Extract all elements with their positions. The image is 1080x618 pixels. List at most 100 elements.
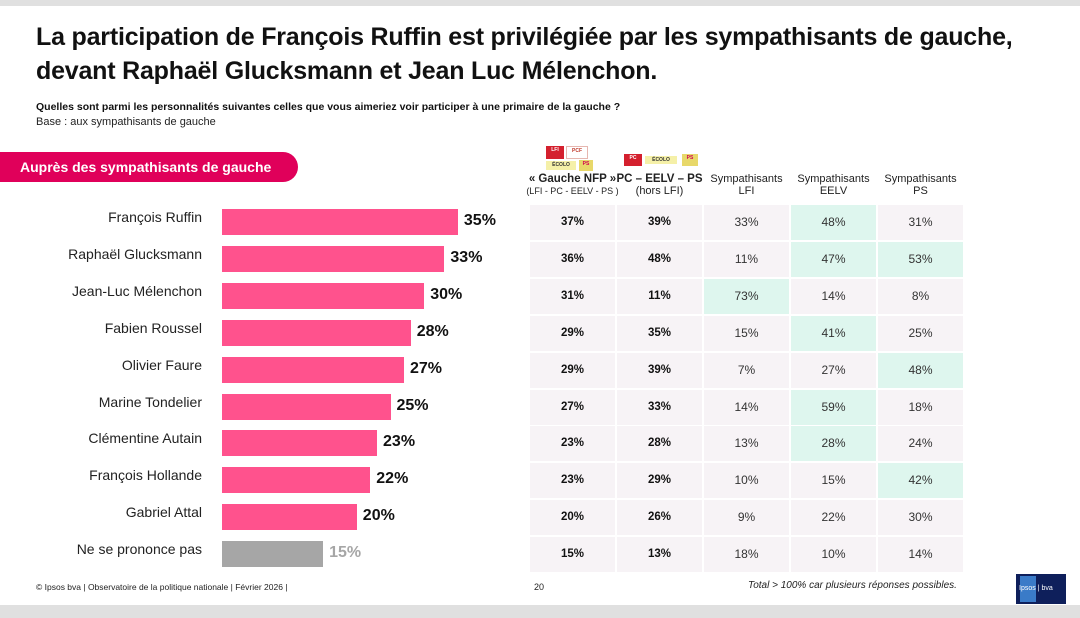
ecologistes-logo-icon: ÉCOLO: [546, 161, 576, 170]
table-cell: 37%: [530, 205, 615, 240]
table-cell: 13%: [617, 537, 702, 573]
footer-source: © Ipsos bva | Observatoire de la politiq…: [36, 582, 288, 592]
table-cell: 15%: [530, 537, 615, 573]
table-cell: 31%: [530, 278, 615, 314]
table-cell: 23%: [530, 463, 615, 499]
table-cell: 9%: [704, 500, 789, 536]
bar-value-label: 30%: [430, 285, 463, 303]
table-cell: 53%: [878, 241, 963, 277]
table-header-ps: Sympathisants PS: [884, 173, 957, 197]
table-cell: 48%: [617, 241, 702, 277]
table-cell: 15%: [791, 463, 876, 499]
table-header-pc-eelv-ps: PC – EELV – PS (hors LFI): [616, 173, 703, 197]
bar-value-label: 22%: [376, 470, 409, 488]
table-cell: 18%: [878, 389, 963, 425]
table-cell: 31%: [878, 205, 963, 240]
table-cell: 41%: [791, 315, 876, 351]
table-cell: 25%: [878, 315, 963, 351]
bar: [222, 209, 458, 235]
bar-label: Raphaël Glucksmann: [68, 245, 202, 262]
bar-label: François Ruffin: [108, 209, 202, 225]
bar: [222, 541, 324, 568]
table-cell: 27%: [791, 352, 876, 388]
bar-value-label: 23%: [383, 433, 416, 451]
table-cell: 14%: [791, 278, 876, 314]
table-cell: 28%: [617, 426, 702, 462]
table-cell: 18%: [704, 537, 789, 573]
table-cell: 29%: [617, 463, 702, 499]
table-cell: 39%: [617, 205, 702, 240]
title-line-1: La participation de François Ruffin est …: [36, 23, 1013, 51]
table-cell: 10%: [791, 537, 876, 573]
table-cell: 29%: [530, 352, 615, 388]
bar-value-label: 28%: [416, 322, 449, 340]
lfi-logo-icon: LFI: [546, 146, 564, 159]
table-cell: 33%: [617, 389, 702, 425]
bar-value-label: 27%: [409, 359, 442, 377]
bar-label: Ne se prononce pas: [76, 541, 202, 558]
table-cell: 10%: [704, 463, 789, 499]
pcf-logo-icon: PCF: [566, 146, 588, 159]
bar-label: Gabriel Attal: [125, 504, 202, 521]
footer-note: Total > 100% car plusieurs réponses poss…: [748, 580, 957, 591]
ps-logo-icon: PS: [682, 154, 698, 166]
bar: [222, 356, 404, 383]
table-cell: 59%: [791, 389, 876, 425]
pcf-logo-icon: PC: [624, 154, 642, 166]
bar: [222, 467, 371, 494]
bar-value-label: 35%: [463, 212, 496, 229]
bar: [222, 319, 411, 346]
table-cell: 29%: [530, 315, 615, 351]
table-cell: 48%: [791, 205, 876, 240]
table-cell: 15%: [704, 315, 789, 351]
survey-question: Quelles sont parmi les personnalités sui…: [36, 101, 621, 113]
bar-label: François Hollande: [89, 467, 202, 484]
table-cell: 28%: [791, 426, 876, 462]
table-cell: 11%: [704, 241, 789, 277]
bar: [222, 504, 357, 531]
table-cell: 33%: [704, 205, 789, 240]
table-cell: 23%: [530, 426, 615, 462]
table-cell: 48%: [878, 352, 963, 388]
ecologistes-logo-icon: ÉCOLO: [645, 156, 677, 164]
bar-label: Olivier Faure: [121, 356, 202, 373]
bar: [222, 430, 378, 457]
slide: La participation de François Ruffin est …: [0, 6, 1080, 605]
table-cell: 42%: [878, 463, 963, 499]
table-header-eelv: Sympathisants EELV: [797, 173, 870, 197]
table-header-lfi: Sympathisants LFI: [710, 173, 783, 197]
table-cell: 35%: [617, 315, 702, 351]
bar: [222, 282, 425, 309]
page-number: 20: [534, 582, 545, 592]
bar-label: Jean-Luc Mélenchon: [72, 282, 202, 299]
ps-logo-icon: PS: [579, 160, 593, 171]
col1-party-logos: LFI PCF ÉCOLO PS: [546, 146, 606, 174]
survey-base: Base : aux sympathisants de gauche: [36, 116, 216, 128]
table-cell: 36%: [530, 241, 615, 277]
table-cell: 26%: [617, 500, 702, 536]
bar-value-label: 33%: [450, 248, 483, 266]
page-title: La participation de François Ruffin est …: [36, 20, 1056, 88]
table-cell: 47%: [791, 241, 876, 277]
table-cell: 39%: [617, 352, 702, 388]
bar-value-label: 15%: [329, 544, 362, 562]
table-cell: 20%: [530, 500, 615, 536]
table-cell: 7%: [704, 352, 789, 388]
bar-label: Fabien Roussel: [104, 319, 202, 336]
title-line-2: devant Raphaël Glucksmann et Jean Luc Mé…: [36, 57, 658, 85]
table-cell: 73%: [704, 278, 789, 314]
table-cell: 8%: [878, 278, 963, 314]
table-cell: 14%: [878, 537, 963, 573]
table-cell: 30%: [878, 500, 963, 536]
table-cell: 24%: [878, 426, 963, 462]
table-cell: 22%: [791, 500, 876, 536]
table-header-gauche-nfp: « Gauche NFP » (LFI - PC - EELV - PS ): [526, 173, 619, 196]
bar-label: Marine Tondelier: [98, 393, 202, 410]
table-cell: 27%: [530, 389, 615, 425]
table-cell: 11%: [617, 278, 702, 314]
table-cell: 14%: [704, 389, 789, 425]
bar: [222, 393, 391, 420]
table-cell: 13%: [704, 426, 789, 462]
brand-text: Ipsos | bva: [1019, 585, 1053, 592]
bar-value-label: 20%: [362, 507, 395, 525]
